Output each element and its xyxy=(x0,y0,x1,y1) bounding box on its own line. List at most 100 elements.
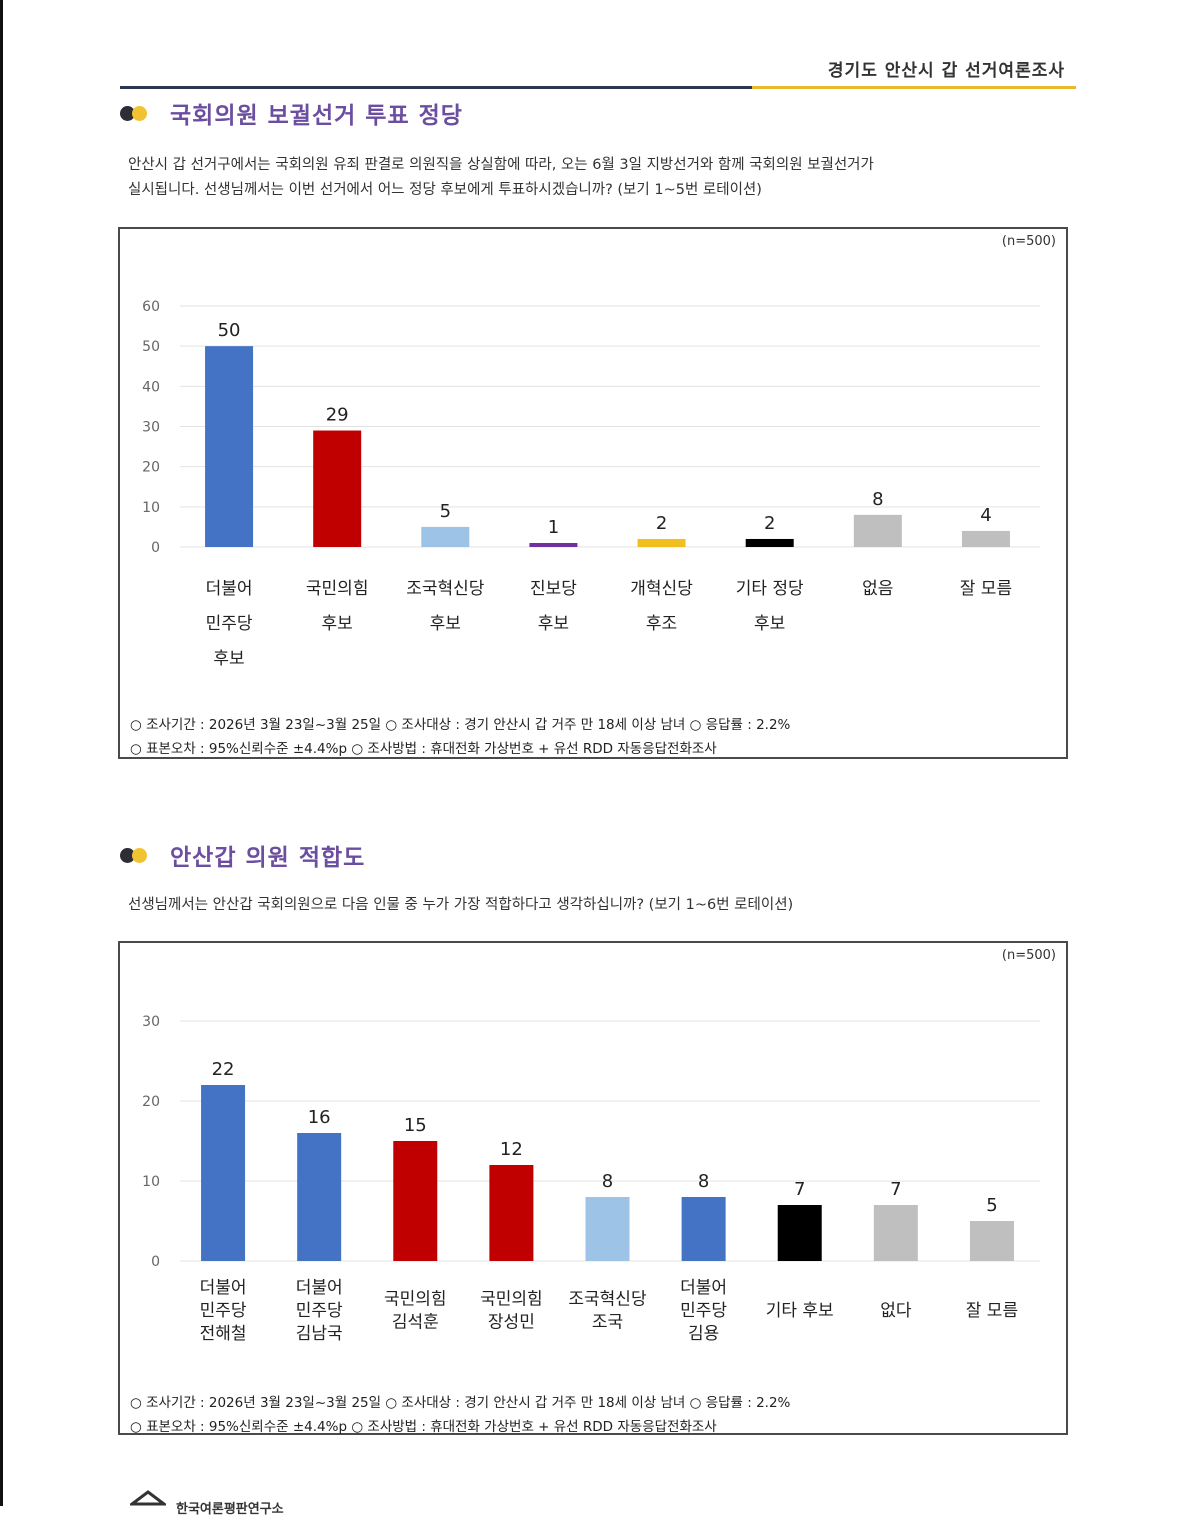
header-rule-gold xyxy=(752,86,1076,89)
section2-heading: 안산갑 의원 적합도 xyxy=(120,840,366,871)
chart1-category-label: 개혁신당 xyxy=(630,579,693,599)
section2-question-line1: 선생님께서는 안산갑 국회의원으로 다음 인물 중 누가 가장 적합하다고 생각… xyxy=(128,897,794,913)
chart1-value-label: 1 xyxy=(548,517,559,538)
chart2-value-label: 12 xyxy=(500,1139,523,1160)
chart2-category-label: 더불어 xyxy=(680,1278,727,1298)
chart2-value-label: 22 xyxy=(212,1059,235,1080)
chart1-category-label: 후보 xyxy=(322,614,353,634)
chart2-y-tick-label: 20 xyxy=(142,1094,160,1110)
chart1-category-label: 더불어 xyxy=(206,579,253,599)
chart1-category-label: 후보 xyxy=(430,614,461,634)
chart1-y-tick-label: 30 xyxy=(142,420,160,436)
chart2-category-label: 더불어 xyxy=(200,1278,247,1298)
chart1-value-label: 4 xyxy=(980,505,991,526)
chart2-bar xyxy=(873,1205,918,1261)
chart1-svg: 010203040506050더불어민주당후보29국민의힘후보5조국혁신당후보1… xyxy=(142,299,1040,669)
chart1-bar xyxy=(529,542,578,547)
chart1-value-label: 2 xyxy=(656,513,667,534)
chart2-bar xyxy=(585,1197,630,1261)
chart1-category-label: 조국혁신당 xyxy=(406,579,485,599)
bullet-dots-icon xyxy=(120,104,152,122)
chart1-category-label: 진보당 xyxy=(530,579,577,599)
chart2-category-label: 조국 xyxy=(592,1313,623,1333)
chart2-value-label: 7 xyxy=(794,1179,805,1200)
section1-title: 국회의원 보궐선거 투표 정당 xyxy=(170,103,463,129)
chart1-y-tick-label: 50 xyxy=(142,339,160,355)
chart2-category-label: 민주당 xyxy=(296,1301,343,1321)
chart2-category-label: 기타 후보 xyxy=(766,1301,834,1321)
chart1-value-label: 29 xyxy=(326,405,349,426)
left-edge-border xyxy=(0,0,3,1506)
chart1-bar xyxy=(961,530,1010,547)
chart2-category-label: 장성민 xyxy=(488,1313,535,1333)
chart1-category-label: 후보 xyxy=(213,649,244,669)
section1-question-line2: 실시됩니다. 선생님께서는 이번 선거에서 어느 정당 후보에게 투표하시겠습니… xyxy=(128,182,762,198)
chart2-value-label: 8 xyxy=(602,1171,613,1192)
chart1-value-label: 50 xyxy=(218,320,241,341)
chart2-y-tick-label: 30 xyxy=(142,1014,160,1030)
chart2-category-label: 잘 모름 xyxy=(966,1301,1018,1321)
chart2-y-tick-label: 10 xyxy=(142,1174,160,1190)
chart2-bar xyxy=(201,1085,246,1261)
chart1-bar xyxy=(637,538,686,547)
chart2-category-label: 조국혁신당 xyxy=(568,1290,647,1310)
chart2-category-label: 전해철 xyxy=(200,1324,247,1344)
chart2-category-label: 민주당 xyxy=(200,1301,247,1321)
chart1-category-label: 후보 xyxy=(754,614,785,634)
chart2-value-label: 16 xyxy=(308,1107,331,1128)
chart1-category-label: 민주당 xyxy=(206,614,253,634)
chart2-value-label: 5 xyxy=(986,1195,997,1216)
chart1-bar xyxy=(313,430,362,547)
chart2-category-label: 김남국 xyxy=(296,1324,343,1344)
chart1-category-label: 기타 정당 xyxy=(736,579,804,599)
chart2-footnote-line2: ○ 표본오차 : 95%신뢰수준 ±4.4%p ○ 조사방법 : 휴대전화 가상… xyxy=(130,1419,717,1435)
chart1-category-label: 없음 xyxy=(862,579,893,599)
chart2-value-label: 8 xyxy=(698,1171,709,1192)
chart2-category-label: 김용 xyxy=(688,1324,719,1344)
chart2-category-label: 국민의힘 xyxy=(480,1290,543,1310)
section1-question: 안산시 갑 선거구에서는 국회의원 유죄 판결로 의원직을 상실함에 따라, 오… xyxy=(128,153,1068,203)
chart2-category-label: 김석훈 xyxy=(392,1313,439,1333)
document-header-title: 경기도 안산시 갑 선거여론조사 xyxy=(827,61,1065,81)
organization-logo-icon xyxy=(130,1490,166,1506)
section1-heading: 국회의원 보궐선거 투표 정당 xyxy=(120,98,463,129)
chart1-category-label: 후조 xyxy=(646,614,677,634)
chart1-value-label: 5 xyxy=(440,501,451,522)
chart1-y-tick-label: 20 xyxy=(142,460,160,476)
chart1-bar xyxy=(421,526,470,547)
chart2-category-label: 더불어 xyxy=(296,1278,343,1298)
chart2-sample-size: (n=500) xyxy=(1001,948,1056,963)
chart1-category-label: 국민의힘 xyxy=(306,579,369,599)
chart1-value-label: 8 xyxy=(872,489,883,510)
section2-question: 선생님께서는 안산갑 국회의원으로 다음 인물 중 누가 가장 적합하다고 생각… xyxy=(128,893,1068,918)
chart2-bar xyxy=(777,1205,822,1261)
chart2-bar xyxy=(681,1197,726,1261)
chart1-panel: (n=500) 0 10 20 30 40 50 60 50 더불어 민주당 후보 29 국민의힘 후보 5… xyxy=(118,227,1068,759)
chart2-value-label: 7 xyxy=(890,1179,901,1200)
bullet-dots-icon xyxy=(120,846,152,864)
chart1-bar xyxy=(745,538,794,547)
chart2-category-label: 없다 xyxy=(880,1301,912,1321)
section1-question-line1: 안산시 갑 선거구에서는 국회의원 유죄 판결로 의원직을 상실함에 따라, 오… xyxy=(128,157,874,173)
chart2-bar xyxy=(393,1141,438,1261)
section2-title: 안산갑 의원 적합도 xyxy=(170,845,366,871)
chart2-y-tick-label: 0 xyxy=(151,1254,160,1270)
chart2-bar xyxy=(489,1165,534,1261)
chart1-bar xyxy=(853,514,902,547)
chart1-category-label: 잘 모름 xyxy=(960,579,1012,599)
chart1-bar xyxy=(205,346,254,547)
chart1-y-tick-label: 10 xyxy=(142,500,160,516)
chart1-footnote-line1: ○ 조사기간 : 2026년 3월 23일~3월 25일 ○ 조사대상 : 경기… xyxy=(130,717,791,733)
chart2-bar xyxy=(969,1221,1014,1261)
chart2-value-label: 15 xyxy=(404,1115,427,1136)
chart1-sample-size: (n=500) xyxy=(1001,234,1056,249)
chart2-category-label: 민주당 xyxy=(680,1301,727,1321)
chart1-y-tick-label: 60 xyxy=(142,299,160,315)
footer-organization: 한국여론평판연구소 xyxy=(176,1502,284,1517)
chart2-bar xyxy=(297,1133,342,1261)
chart1-value-label: 2 xyxy=(764,513,775,534)
chart1-category-label: 후보 xyxy=(538,614,569,634)
chart2-footnote-line1: ○ 조사기간 : 2026년 3월 23일~3월 25일 ○ 조사대상 : 경기… xyxy=(130,1395,791,1411)
